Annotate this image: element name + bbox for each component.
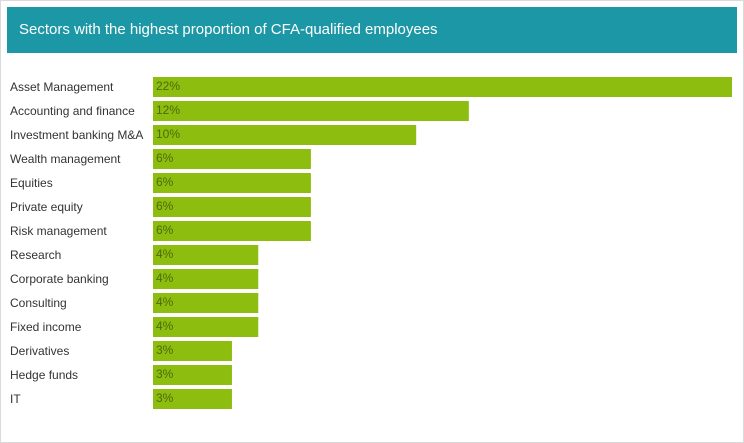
bar bbox=[153, 341, 232, 361]
category-label: Corporate banking bbox=[10, 272, 109, 286]
category-label: Asset Management bbox=[10, 80, 114, 94]
bar bbox=[153, 149, 311, 169]
bar bbox=[153, 221, 311, 241]
category-label: Consulting bbox=[10, 296, 67, 310]
category-label: Wealth management bbox=[10, 152, 121, 166]
bar-value-label: 4% bbox=[156, 271, 174, 285]
bar-value-label: 12% bbox=[156, 103, 180, 117]
bar-value-label: 22% bbox=[156, 79, 180, 93]
bar-value-label: 6% bbox=[156, 175, 174, 189]
category-label: Derivatives bbox=[10, 344, 69, 358]
bar-value-label: 4% bbox=[156, 319, 174, 333]
bar-value-label: 3% bbox=[156, 391, 174, 405]
category-label: Equities bbox=[10, 176, 53, 190]
bar-value-label: 6% bbox=[156, 151, 174, 165]
chart-header: Sectors with the highest proportion of C… bbox=[7, 7, 737, 53]
bar bbox=[153, 197, 311, 217]
bar bbox=[153, 173, 311, 193]
bar bbox=[153, 293, 259, 313]
chart-title: Sectors with the highest proportion of C… bbox=[19, 21, 438, 38]
category-label: Research bbox=[10, 248, 61, 262]
bar bbox=[153, 101, 469, 121]
bar-value-label: 4% bbox=[156, 247, 174, 261]
category-label: Fixed income bbox=[10, 320, 82, 334]
bar-value-label: 10% bbox=[156, 127, 180, 141]
bar-value-label: 3% bbox=[156, 343, 174, 357]
bar-value-label: 6% bbox=[156, 199, 174, 213]
bar-value-label: 3% bbox=[156, 367, 174, 381]
category-label: Risk management bbox=[10, 224, 107, 238]
category-label: Hedge funds bbox=[10, 368, 78, 382]
bar bbox=[153, 389, 232, 409]
bar bbox=[153, 125, 417, 145]
category-label: Private equity bbox=[10, 200, 83, 214]
bar bbox=[153, 317, 259, 337]
category-label: Accounting and finance bbox=[10, 104, 135, 118]
bar bbox=[153, 77, 732, 97]
bar bbox=[153, 245, 259, 265]
category-label: Investment banking M&A bbox=[10, 128, 143, 142]
bar-value-label: 6% bbox=[156, 223, 174, 237]
bar bbox=[153, 365, 232, 385]
bar bbox=[153, 269, 259, 289]
bar-value-label: 4% bbox=[156, 295, 174, 309]
category-label: IT bbox=[10, 392, 21, 406]
